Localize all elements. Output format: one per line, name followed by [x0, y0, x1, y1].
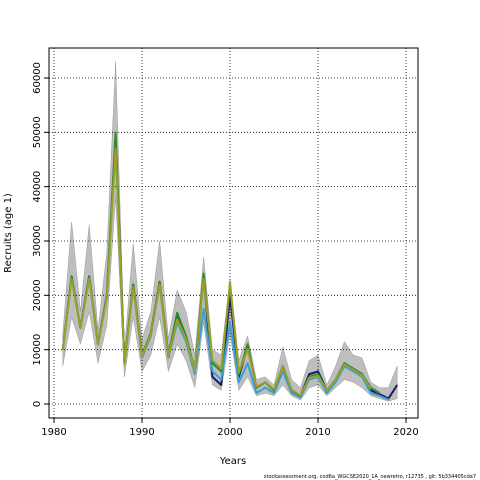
x-axis-label: Years [219, 456, 246, 467]
y-tick-label: 40000 [32, 171, 43, 203]
y-tick-label: 50000 [32, 116, 43, 148]
series-line [61, 147, 372, 397]
y-tick-label: 20000 [32, 279, 43, 311]
y-tick-label: 0 [32, 401, 43, 407]
x-tick-label: 2000 [217, 427, 242, 438]
x-tick-label: 1980 [41, 427, 66, 438]
y-axis-label: Recruits (age 1) [3, 193, 14, 273]
y-tick-label: 10000 [32, 334, 43, 366]
x-tick-label: 2010 [305, 427, 330, 438]
footnote: stockassessment.org, cod6a_WGCSE2020_1A_… [264, 474, 476, 480]
y-tick-label: 30000 [32, 225, 43, 257]
y-tick-label: 60000 [32, 62, 43, 94]
x-tick-label: 1990 [129, 427, 154, 438]
plot-frame [48, 47, 419, 419]
x-tick-label: 2020 [393, 427, 418, 438]
